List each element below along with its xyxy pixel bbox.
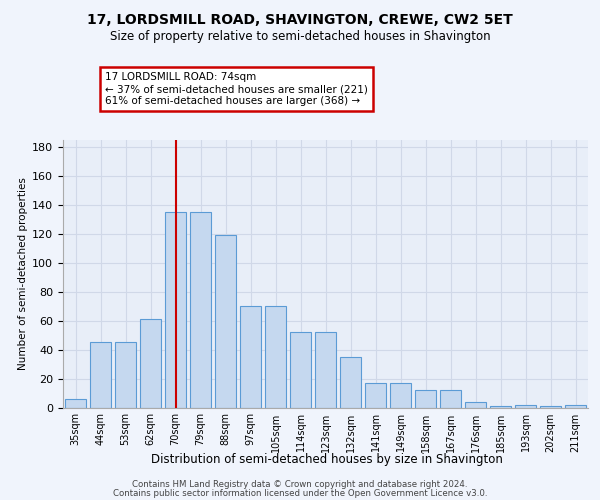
Text: Size of property relative to semi-detached houses in Shavington: Size of property relative to semi-detach…: [110, 30, 490, 43]
Bar: [515, 404, 536, 407]
Bar: [490, 406, 511, 407]
Bar: [115, 342, 136, 407]
Bar: [315, 332, 336, 407]
Text: Distribution of semi-detached houses by size in Shavington: Distribution of semi-detached houses by …: [151, 452, 503, 466]
Bar: [415, 390, 436, 407]
Bar: [290, 332, 311, 407]
Bar: [65, 399, 86, 407]
Bar: [265, 306, 286, 408]
Bar: [165, 212, 186, 408]
Bar: [565, 404, 586, 407]
Y-axis label: Number of semi-detached properties: Number of semi-detached properties: [18, 178, 28, 370]
Bar: [365, 383, 386, 407]
Text: Contains HM Land Registry data © Crown copyright and database right 2024.: Contains HM Land Registry data © Crown c…: [132, 480, 468, 489]
Text: 17, LORDSMILL ROAD, SHAVINGTON, CREWE, CW2 5ET: 17, LORDSMILL ROAD, SHAVINGTON, CREWE, C…: [87, 12, 513, 26]
Text: Contains public sector information licensed under the Open Government Licence v3: Contains public sector information licen…: [113, 489, 487, 498]
Bar: [240, 306, 261, 408]
Text: 17 LORDSMILL ROAD: 74sqm
← 37% of semi-detached houses are smaller (221)
61% of : 17 LORDSMILL ROAD: 74sqm ← 37% of semi-d…: [105, 72, 368, 106]
Bar: [190, 212, 211, 408]
Bar: [340, 357, 361, 408]
Bar: [90, 342, 111, 407]
Bar: [465, 402, 486, 407]
Bar: [440, 390, 461, 407]
Bar: [390, 383, 411, 407]
Bar: [140, 320, 161, 408]
Bar: [540, 406, 561, 407]
Bar: [215, 236, 236, 408]
